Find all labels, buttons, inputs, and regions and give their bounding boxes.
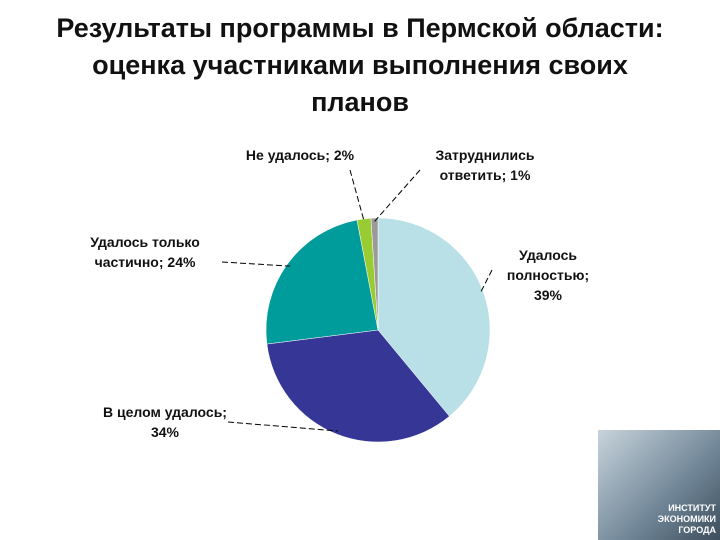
data-label: Затруднились ответить; 1% (435, 147, 535, 183)
leader-line (227, 421, 339, 432)
leader-line (479, 269, 493, 294)
leader-line (374, 169, 421, 222)
leader-line (349, 169, 365, 223)
chart-title: Результаты программы в Пермской области:… (56, 13, 664, 117)
leader-line (221, 261, 291, 267)
pie-slice (265, 219, 379, 345)
logo: ИНСТИТУТ ЭКОНОМИКИ ГОРОДА (598, 430, 720, 540)
pie-slice (377, 217, 491, 417)
data-label: Удалось полностью; 39% (506, 247, 590, 303)
pie-slice (266, 329, 450, 443)
logo-text: ИНСТИТУТ ЭКОНОМИКИ ГОРОДА (657, 503, 716, 535)
data-label: Не удалось; 2% (245, 147, 355, 163)
data-label: В целом удалось; 34% (103, 404, 227, 440)
data-label: Удалось только частично; 24% (90, 234, 200, 270)
